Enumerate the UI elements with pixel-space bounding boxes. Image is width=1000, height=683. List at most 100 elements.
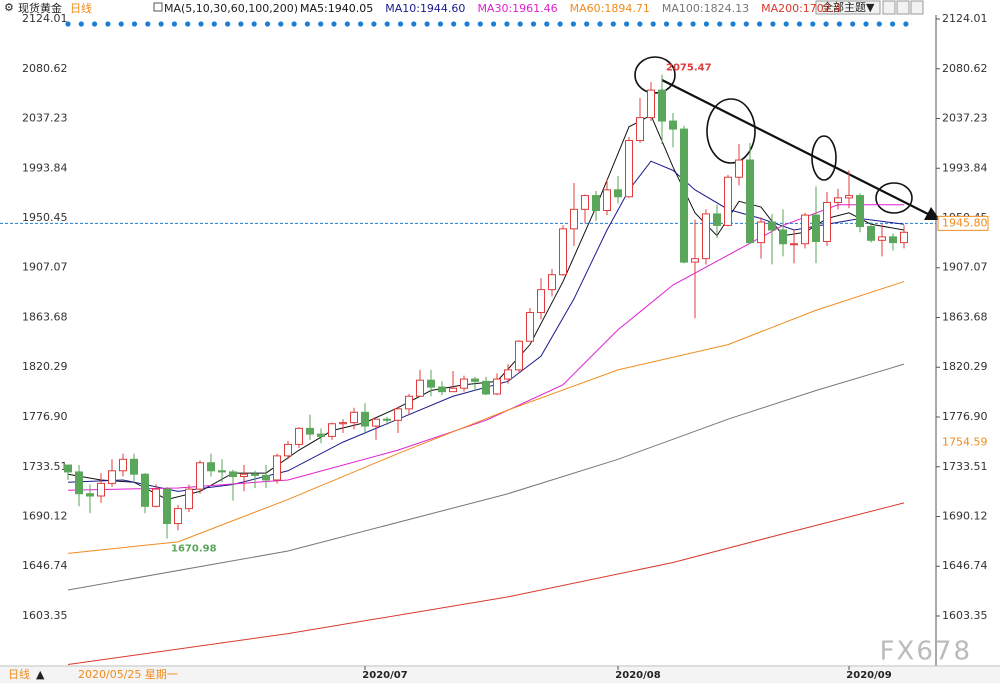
y-tick-label: 2124.01 bbox=[22, 12, 68, 25]
ma-line bbox=[67, 160, 905, 492]
dropdown-arrow[interactable]: ▼ bbox=[866, 1, 875, 14]
indicator-label: MA(5,10,30,60,100,200) bbox=[164, 2, 298, 15]
dot bbox=[677, 21, 683, 27]
theme-button-label[interactable]: 全部主题 bbox=[822, 0, 866, 14]
footer-period[interactable]: 日线 bbox=[8, 667, 30, 681]
candle-body bbox=[427, 379, 435, 388]
dot bbox=[810, 21, 816, 27]
candle-body bbox=[229, 471, 237, 478]
nav-button[interactable] bbox=[882, 0, 896, 15]
dot bbox=[225, 21, 231, 27]
high-label: 2075.47 bbox=[666, 63, 712, 74]
y-tick-label: 1863.68 bbox=[942, 310, 988, 323]
dot-row bbox=[65, 21, 909, 27]
candle-body bbox=[867, 226, 875, 241]
candle-body bbox=[801, 214, 809, 245]
candle-body bbox=[658, 89, 666, 122]
candle-body bbox=[240, 473, 248, 478]
dot bbox=[65, 21, 71, 27]
circle-annotation bbox=[875, 182, 913, 214]
circle-annotation bbox=[811, 135, 837, 181]
legend-entry: MA5:1940.05 bbox=[300, 2, 373, 15]
candle-body bbox=[471, 378, 479, 382]
dot bbox=[597, 21, 603, 27]
nav-button[interactable] bbox=[896, 0, 910, 15]
candle-body bbox=[812, 214, 820, 242]
candle-body bbox=[141, 473, 149, 507]
dot bbox=[331, 21, 337, 27]
instrument-title: 现货黄金 bbox=[18, 1, 62, 15]
footer-arrow[interactable]: ▲ bbox=[36, 668, 45, 681]
y-tick-label: 1907.07 bbox=[942, 261, 988, 274]
x-tick-label: 2020/07 bbox=[362, 670, 407, 681]
y-tick-label: 1690.12 bbox=[942, 510, 988, 523]
legend-entry: MA60:1894.71 bbox=[570, 2, 650, 15]
candle-body bbox=[317, 433, 325, 437]
candle-body bbox=[625, 140, 633, 198]
candle-body bbox=[350, 411, 358, 424]
dot bbox=[358, 21, 364, 27]
dot bbox=[198, 21, 204, 27]
y-tick-label: 2080.62 bbox=[942, 62, 988, 75]
y-tick-label: 1993.84 bbox=[22, 161, 68, 174]
candle-body bbox=[306, 427, 314, 435]
nav-button[interactable] bbox=[910, 0, 924, 15]
candle-body bbox=[394, 408, 402, 421]
candle-body bbox=[383, 418, 391, 421]
legend-entry: MA30:1961.46 bbox=[477, 2, 557, 15]
candle-body bbox=[559, 228, 567, 276]
y-tick-label: 1820.29 bbox=[22, 360, 68, 373]
candle-body bbox=[108, 470, 116, 484]
candle-body bbox=[746, 159, 754, 244]
candle-body bbox=[790, 243, 798, 246]
candle-body bbox=[680, 128, 688, 263]
candle-body bbox=[174, 508, 182, 525]
candle-body bbox=[515, 340, 523, 371]
dot bbox=[397, 21, 404, 27]
dot bbox=[437, 21, 443, 27]
candle-body bbox=[361, 411, 369, 427]
marker-price-label: 1754.59 bbox=[942, 436, 988, 449]
dot bbox=[624, 21, 630, 27]
ma-line bbox=[67, 204, 904, 491]
checkbox[interactable] bbox=[153, 2, 163, 12]
dot bbox=[318, 21, 324, 27]
candle-body bbox=[504, 369, 512, 380]
candle-body bbox=[537, 289, 545, 314]
y-tick-label: 1863.68 bbox=[22, 310, 68, 323]
y-tick-label: 1993.84 bbox=[942, 161, 988, 174]
dot bbox=[504, 21, 510, 27]
dot bbox=[171, 21, 177, 27]
candle-body bbox=[581, 195, 589, 210]
dot bbox=[251, 21, 257, 27]
candle-body bbox=[526, 312, 534, 342]
period-label[interactable]: 日线 bbox=[70, 1, 92, 15]
y-tick-label: 1646.74 bbox=[22, 559, 68, 572]
ma-line bbox=[67, 363, 905, 591]
settings-icon[interactable]: ⚙ bbox=[4, 1, 14, 14]
candle-body bbox=[592, 195, 600, 211]
dot bbox=[517, 21, 523, 27]
dot bbox=[890, 21, 896, 27]
candle-body bbox=[845, 195, 853, 199]
trend-arrow bbox=[661, 79, 929, 215]
candle-body bbox=[636, 117, 644, 142]
dot bbox=[371, 21, 377, 27]
candle-body bbox=[163, 488, 171, 525]
arrow-head bbox=[924, 207, 940, 220]
dot bbox=[544, 21, 550, 27]
candle-body bbox=[713, 213, 721, 226]
y-tick-label: 1690.12 bbox=[22, 510, 68, 523]
dot bbox=[424, 21, 430, 27]
dot bbox=[717, 21, 723, 27]
dot bbox=[796, 21, 803, 27]
candle-body bbox=[647, 89, 655, 119]
dot bbox=[145, 21, 151, 27]
dot bbox=[530, 21, 537, 27]
dot bbox=[730, 21, 736, 27]
y-tick-label: 1820.29 bbox=[942, 360, 988, 373]
candle-body bbox=[273, 455, 281, 481]
theme-button[interactable] bbox=[815, 0, 881, 15]
circle-annotation bbox=[706, 98, 756, 164]
